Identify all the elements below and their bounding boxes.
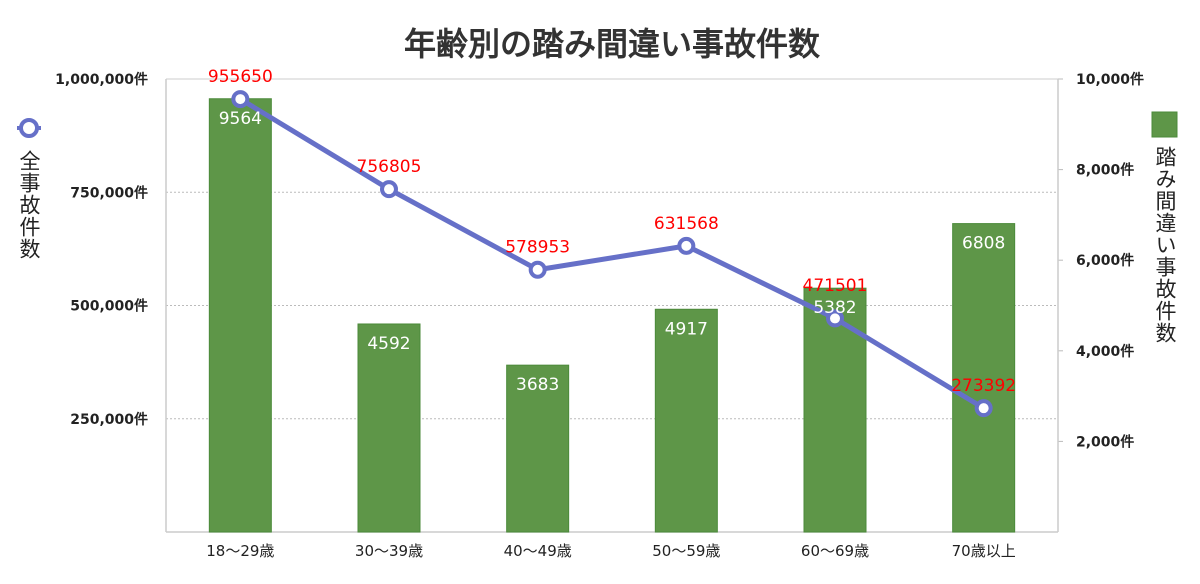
left-axis-label: 全事故件数 — [17, 150, 41, 260]
bars — [208, 98, 1016, 533]
chart-title: 年齢別の踏み間違い事故件数 — [404, 25, 821, 63]
bar — [506, 364, 570, 533]
line-point — [677, 236, 696, 255]
line-point — [974, 399, 993, 418]
line-point — [231, 90, 250, 109]
legend-right — [1151, 111, 1178, 138]
x-tick-label: 40〜49歳 — [504, 542, 572, 560]
bar — [654, 308, 718, 533]
line-point — [380, 180, 398, 199]
line-value-label: 631568 — [654, 214, 719, 234]
line-value-label: 471501 — [803, 276, 868, 296]
line-value-label: 955650 — [208, 67, 273, 87]
right-tick-label: 8,000件 — [1076, 162, 1134, 179]
line-point — [528, 260, 547, 279]
left-tick-label: 250,000件 — [70, 411, 148, 428]
line-path — [239, 96, 985, 411]
left-tick-label: 500,000件 — [70, 298, 148, 315]
bar-value-label: 3683 — [516, 375, 559, 395]
right-axis-label: 踏み間違い事故件数 — [1153, 146, 1177, 344]
x-tick-label: 70歳以上 — [952, 542, 1016, 560]
bar-value-label: 4592 — [367, 334, 410, 354]
left-tick-label: 750,000件 — [70, 184, 148, 201]
line-series — [231, 90, 993, 418]
left-tick-label: 1,000,000件 — [55, 71, 148, 88]
bar-value-label: 9564 — [219, 109, 262, 129]
labels: 9564 4592 3683 4917 5382 6808 955650 756805 5789… — [208, 67, 1016, 396]
bar — [357, 323, 421, 533]
x-tick-label: 50〜59歳 — [652, 542, 720, 560]
right-tick-label: 4,000件 — [1076, 343, 1134, 360]
bar-value-label: 4917 — [665, 319, 708, 339]
line-point — [826, 309, 844, 328]
right-tick-label: 10,000件 — [1076, 71, 1144, 88]
line-value-label: 578953 — [505, 238, 570, 258]
bar — [952, 223, 1016, 533]
bar-value-label: 6808 — [962, 234, 1005, 254]
x-tick-label: 18〜29歳 — [206, 542, 274, 560]
right-tick-label: 2,000件 — [1076, 433, 1134, 450]
legend-left — [17, 118, 41, 138]
legend-square-icon — [1151, 111, 1178, 138]
bar-value-label: 5382 — [813, 298, 856, 318]
line-value-label: 756805 — [357, 157, 422, 177]
axes: 250,000件 500,000件 750,000件 1,000,000件 2,000件… — [55, 71, 1144, 560]
x-tick-label: 60〜69歳 — [801, 542, 869, 560]
line-value-label: 273392 — [951, 376, 1016, 396]
bar — [208, 98, 272, 533]
x-tick-label: 30〜39歳 — [355, 542, 423, 560]
right-tick-label: 6,000件 — [1076, 252, 1134, 269]
legend-circle-icon — [19, 118, 39, 138]
grid — [166, 191, 1058, 420]
